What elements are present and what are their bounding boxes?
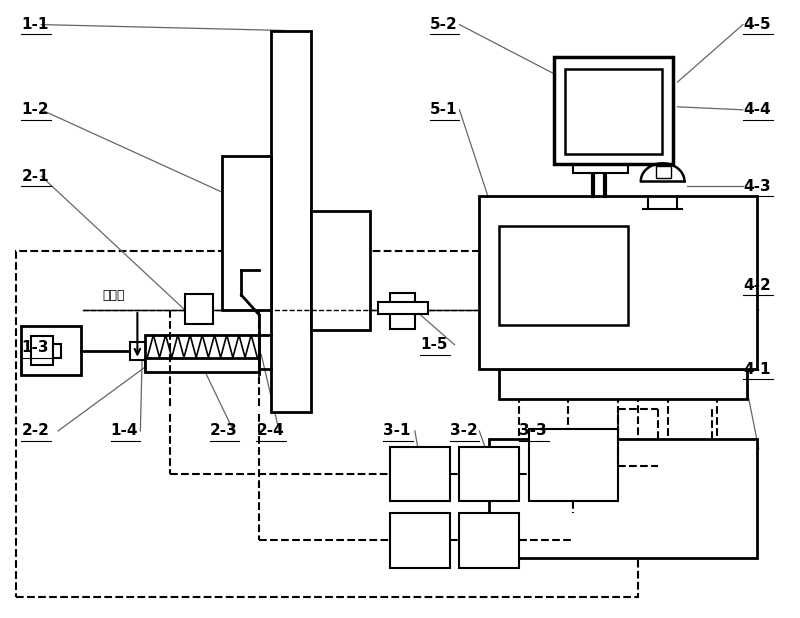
Text: 1-1: 1-1 <box>22 17 49 32</box>
Text: 5-1: 5-1 <box>430 103 458 117</box>
Bar <box>222 156 271 310</box>
Bar <box>185 294 213 324</box>
Bar <box>499 226 628 325</box>
Bar <box>17 250 638 598</box>
Text: 3-1: 3-1 <box>383 423 410 438</box>
Text: 5-2: 5-2 <box>430 17 458 32</box>
Text: 2-1: 2-1 <box>22 169 49 184</box>
Bar <box>390 447 450 501</box>
Bar <box>146 358 259 373</box>
Bar <box>390 513 450 568</box>
Text: 2-3: 2-3 <box>210 423 238 438</box>
Text: 4-1: 4-1 <box>743 362 770 377</box>
Bar <box>31 336 53 365</box>
Text: 3-3: 3-3 <box>519 423 546 438</box>
Bar <box>574 163 628 173</box>
Bar <box>130 342 146 360</box>
Bar <box>390 293 415 329</box>
Text: 1-2: 1-2 <box>22 103 49 117</box>
Bar <box>554 57 673 164</box>
Text: 4-4: 4-4 <box>743 103 770 117</box>
Bar <box>459 513 519 568</box>
Text: 3-2: 3-2 <box>450 423 478 438</box>
Bar <box>499 370 747 399</box>
Text: 1-5: 1-5 <box>420 337 447 352</box>
Bar <box>22 326 81 375</box>
Text: 4-2: 4-2 <box>743 277 770 293</box>
Bar <box>565 69 662 154</box>
Bar <box>378 302 428 314</box>
Text: 1-3: 1-3 <box>22 340 49 355</box>
Text: 2-4: 2-4 <box>256 423 284 438</box>
Text: 2-2: 2-2 <box>22 423 50 438</box>
Bar <box>459 447 519 501</box>
Text: 1-4: 1-4 <box>110 423 138 438</box>
Bar <box>479 196 757 370</box>
Bar <box>656 166 670 178</box>
Text: 4-5: 4-5 <box>743 17 770 32</box>
Bar <box>53 344 61 358</box>
Bar <box>311 211 370 330</box>
Bar <box>489 439 757 557</box>
Bar <box>146 335 259 368</box>
Text: 4-3: 4-3 <box>743 179 770 193</box>
Text: 压力油: 压力油 <box>102 289 125 302</box>
Bar <box>271 30 311 412</box>
Bar <box>529 429 618 501</box>
